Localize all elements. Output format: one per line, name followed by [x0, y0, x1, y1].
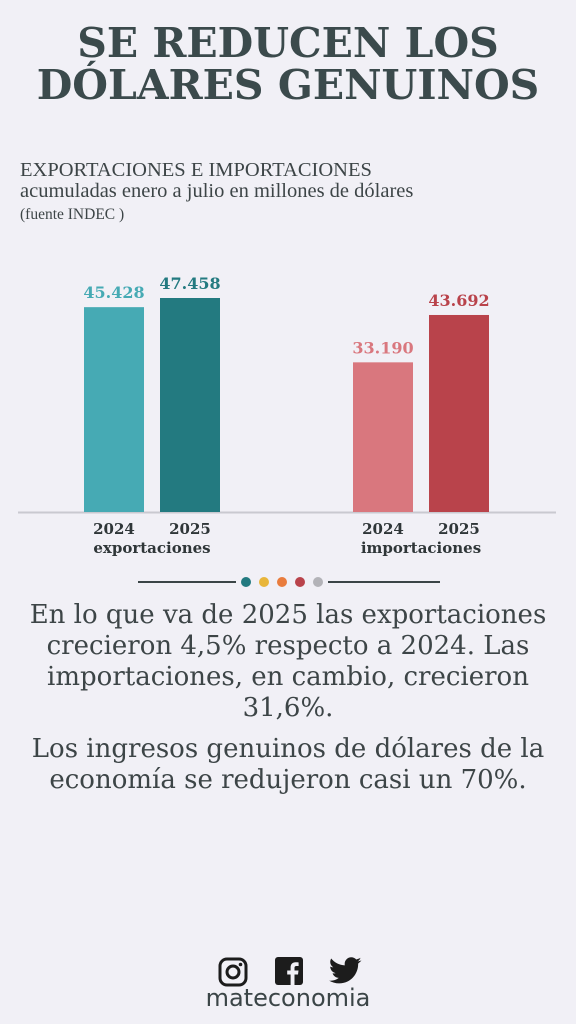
- brand-name: mateconomia: [205, 984, 371, 1012]
- x-tick-label: 2025: [169, 520, 211, 538]
- facebook-icon[interactable]: [275, 957, 303, 985]
- instagram-icon[interactable]: [218, 957, 248, 987]
- divider-dot: [295, 577, 305, 587]
- page-title: SE REDUCEN LOS DÓLARES GENUINOS: [0, 22, 576, 106]
- body-paragraph-2: Los ingresos genuinos de dólares de la e…: [31, 734, 545, 795]
- data-label: 45.428: [83, 283, 144, 302]
- bar-exportaciones-2024: [84, 307, 144, 512]
- divider-dots: [236, 576, 328, 588]
- divider-dot: [241, 577, 251, 587]
- social-icons: [218, 957, 362, 989]
- chart-source: (fuente INDEC ): [20, 206, 125, 223]
- title-line-1: SE REDUCEN LOS: [77, 19, 499, 67]
- group-label-exportaciones: exportaciones: [93, 539, 210, 557]
- divider-dot: [277, 577, 287, 587]
- twitter-icon[interactable]: [329, 957, 362, 985]
- divider-dot: [259, 577, 269, 587]
- data-label: 47.458: [159, 274, 220, 293]
- chart-subtitle: EXPORTACIONES E IMPORTACIONES: [20, 159, 372, 181]
- body-paragraph-1: En lo que va de 2025 las exportaciones c…: [29, 600, 547, 723]
- bar-exportaciones-2025: [160, 298, 220, 512]
- data-label: 43.692: [428, 291, 489, 310]
- chart-description: acumuladas enero a julio en millones de …: [20, 180, 414, 202]
- bar-importaciones-2024: [353, 362, 413, 512]
- title-line-2: DÓLARES GENUINOS: [36, 61, 540, 109]
- bar-chart: 45.428202447.4582025exportaciones33.1902…: [18, 274, 556, 557]
- data-label: 33.190: [352, 338, 413, 357]
- bar-importaciones-2025: [429, 314, 489, 512]
- x-tick-label: 2024: [93, 520, 135, 538]
- divider-dot: [313, 577, 323, 587]
- group-label-importaciones: importaciones: [361, 539, 481, 557]
- x-tick-label: 2024: [362, 520, 404, 538]
- x-tick-label: 2025: [438, 520, 480, 538]
